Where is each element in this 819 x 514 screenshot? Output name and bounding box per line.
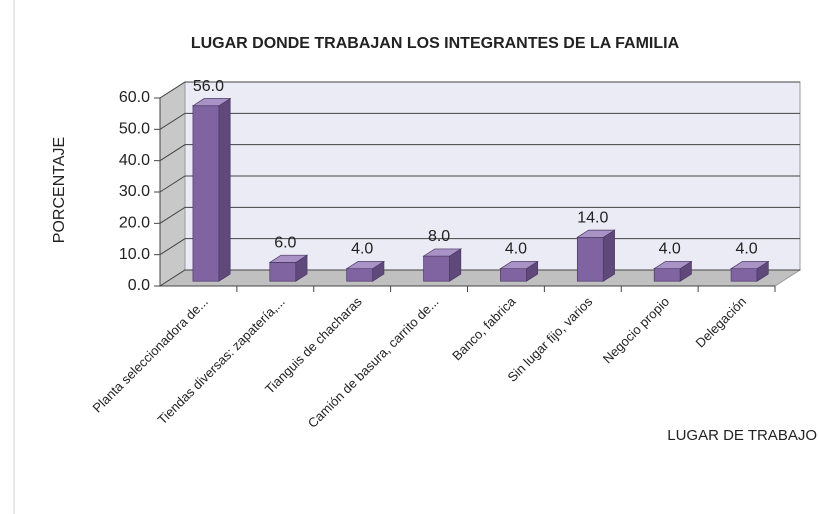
y-tick-label: 20.0 (119, 215, 150, 232)
chart-title: LUGAR DONDE TRABAJAN LOS INTEGRANTES DE … (191, 35, 680, 52)
bar (500, 268, 527, 282)
bar (192, 105, 220, 282)
value-label: 6.0 (274, 234, 296, 251)
bar-side (218, 97, 231, 282)
y-tick-label: 40.0 (119, 152, 150, 169)
y-tick-label: 30.0 (119, 183, 150, 200)
x-axis-label: LUGAR DE TRABAJO (667, 427, 817, 444)
grid-line (159, 175, 800, 193)
bar-top (268, 254, 309, 263)
bar (730, 268, 758, 282)
grid-line (159, 81, 800, 99)
x-tick-label: Camión de basura, carrito de... (305, 294, 442, 431)
x-tick-label: Negocio propio (600, 294, 672, 366)
bar-top (422, 248, 463, 257)
bar (653, 268, 681, 282)
bar-top (652, 261, 693, 270)
y-tick-label: 10.0 (119, 246, 150, 263)
value-label: 4.0 (351, 241, 373, 258)
value-label: 4.0 (659, 241, 681, 258)
x-tick-label: Delegación (693, 294, 750, 351)
x-tick-label: Sin lugar fijo, varios (505, 294, 596, 385)
x-tick-label: Tiendas diversas: zapatería,... (154, 294, 287, 427)
grid-line (159, 144, 800, 162)
grid-line (159, 112, 800, 130)
value-label: 4.0 (735, 241, 757, 258)
y-axis-label: PORCENTAJE (51, 137, 68, 243)
bar-top (576, 229, 616, 238)
bar-top (729, 261, 770, 270)
bar (269, 262, 297, 282)
floor (158, 269, 802, 287)
bar (346, 268, 374, 282)
value-label: 8.0 (428, 228, 450, 245)
x-tick-label: Banco, fabrica (449, 293, 519, 363)
y-tick-label: 60.0 (119, 89, 150, 106)
value-label: 4.0 (505, 241, 527, 258)
bar-top (345, 261, 386, 270)
grid-line (159, 206, 800, 224)
y-tick-label: 0.0 (128, 277, 150, 294)
bar (576, 236, 604, 282)
bar-top (499, 261, 539, 270)
value-label: 56.0 (193, 78, 224, 95)
value-label: 14.0 (577, 209, 608, 226)
bar-top (191, 98, 232, 107)
bar (423, 255, 450, 282)
y-tick-label: 50.0 (119, 121, 150, 138)
bar-side (602, 229, 615, 282)
